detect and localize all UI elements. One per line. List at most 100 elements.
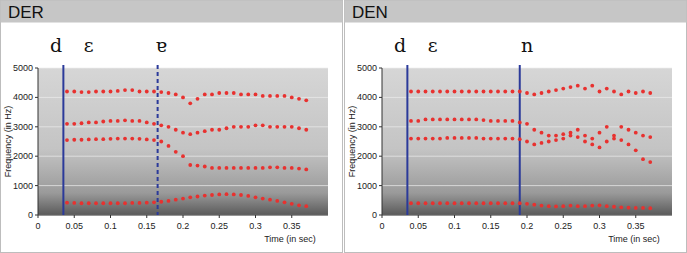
formant-point [525,140,529,144]
axis-title: Time (in sec) [264,234,316,244]
formant-point [254,166,258,170]
formant-point [138,137,142,141]
y-axis [38,68,39,215]
tick-label: 0.35 [283,221,301,231]
formant-point [424,118,428,122]
formant-point [503,137,507,141]
tick-label: 1000 [357,181,377,191]
formant-point [583,87,587,91]
spectrogram [38,68,328,215]
formant-point [561,204,565,208]
formant-point [210,166,214,170]
formant-point [174,93,178,97]
formant-point [138,119,142,123]
formant-point [188,195,192,199]
formant-point [138,90,142,94]
formant-point [80,138,84,142]
formant-point [482,201,486,205]
formant-point [159,123,163,127]
formant-point [598,90,602,94]
formant-point [246,125,250,129]
formant-point [159,90,163,94]
formant-point [605,125,609,129]
spectrogram [382,68,672,215]
segment-label: ɛ [428,34,438,56]
formant-point [598,131,602,135]
formant-point [232,193,236,197]
formant-point [511,137,515,141]
formant-point [275,199,279,203]
formant-point [554,205,558,209]
panel: DEN01000200030004000500000.050.10.150.20… [345,1,687,253]
formant-point [290,125,294,129]
tick-label: 0.1 [104,221,117,231]
formant-point [130,137,134,141]
grid-line [382,126,672,127]
formant-point [460,90,464,94]
formant-point [525,122,529,126]
formant-point [474,118,478,122]
formant-point [612,205,616,209]
x-axis [38,215,328,216]
formant-point [467,201,471,205]
formant-point [576,84,580,88]
formant-point [518,201,522,205]
formant-point [254,195,258,199]
formant-point [72,201,76,205]
formant-point [547,140,551,144]
formant-point [569,85,573,89]
formant-point [445,90,449,94]
formant-point [525,202,529,206]
formant-point [145,201,149,205]
formant-point [196,97,200,101]
formant-point [203,129,207,133]
formant-point [554,134,558,138]
tick-label: 0.3 [593,221,606,231]
formant-point [167,91,171,95]
tick-label: 0.05 [409,221,427,231]
tick-label: 0.3 [249,221,262,231]
formant-point [87,138,91,142]
segment-label: ɛ [84,34,94,56]
formant-track [409,201,652,210]
grid-line [382,97,672,98]
formant-point [453,90,457,94]
formant-point [590,204,594,208]
formant-point [518,137,522,141]
formant-point [409,137,413,141]
formant-point [290,96,294,100]
formant-track [409,84,652,97]
formant-point [116,201,120,205]
formant-point [239,166,243,170]
formant-point [561,137,565,141]
formant-point [210,128,214,132]
formant-point [225,166,229,170]
formant-point [181,197,185,201]
formant-point [261,197,265,201]
formant-point [460,118,464,122]
formant-point [217,166,221,170]
formant-point [431,118,435,122]
formant-point [261,166,265,170]
formant-point [438,201,442,205]
tick-label: 0.35 [627,221,645,231]
formant-point [167,125,171,129]
tick-label: 0 [28,210,33,220]
formant-point [612,134,616,138]
formant-point [532,203,536,207]
formant-point [641,157,645,161]
formant-point [232,125,236,129]
formant-point [554,88,558,92]
formant-point [101,201,105,205]
formant-point [181,96,185,100]
formant-point [225,91,229,95]
formant-point [503,90,507,94]
formant-point [598,145,602,149]
formant-track [65,192,308,208]
formant-point [590,137,594,141]
formant-point [627,206,631,210]
formant-point [561,87,565,91]
tick-label: 0.2 [521,221,534,231]
grid-line [38,68,328,69]
formant-point [518,120,522,124]
